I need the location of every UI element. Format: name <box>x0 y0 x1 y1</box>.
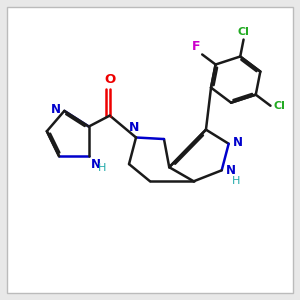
Text: F: F <box>192 40 200 52</box>
Text: H: H <box>98 163 106 173</box>
Text: N: N <box>226 164 236 177</box>
Text: N: N <box>129 121 140 134</box>
FancyBboxPatch shape <box>7 7 293 293</box>
Text: Cl: Cl <box>238 27 250 38</box>
Text: N: N <box>91 158 100 171</box>
Text: O: O <box>104 73 116 86</box>
Text: N: N <box>51 103 61 116</box>
Text: H: H <box>232 176 240 186</box>
Text: Cl: Cl <box>273 101 285 111</box>
Text: N: N <box>233 136 243 149</box>
